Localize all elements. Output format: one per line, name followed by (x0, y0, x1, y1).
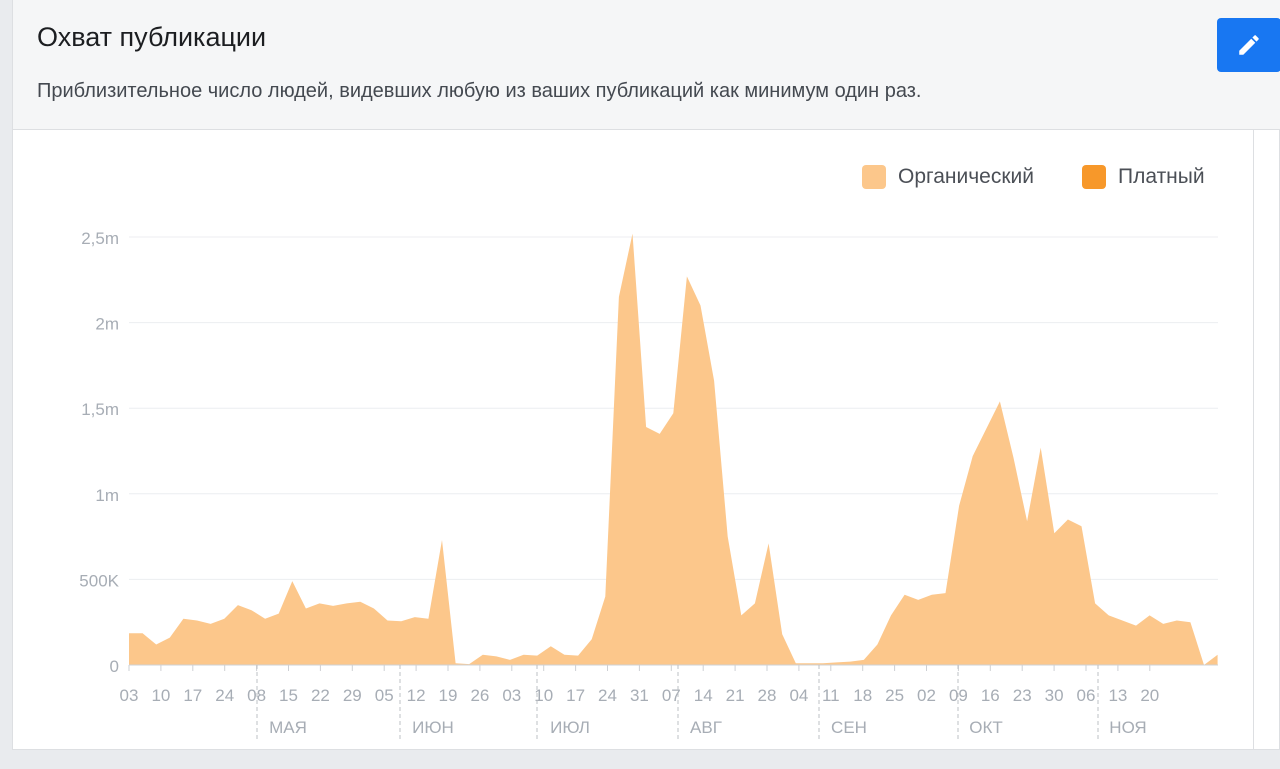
card-subtitle: Приблизительное число людей, видевших лю… (37, 80, 922, 102)
legend-paid-swatch (1082, 165, 1106, 189)
reach-card: Охват публикации Приблизительное число л… (12, 0, 1280, 750)
legend-organic[interactable]: Органический (862, 165, 1034, 189)
card-header: Охват публикации Приблизительное число л… (13, 0, 1280, 130)
pencil-icon (1239, 35, 1259, 55)
card-title: Охват публикации (37, 22, 267, 52)
legend-organic-label: Органический (898, 165, 1034, 188)
legend-paid-label: Платный (1118, 165, 1205, 188)
legend-paid[interactable]: Платный (1082, 165, 1205, 189)
panel-divider (1253, 130, 1254, 750)
edit-button[interactable] (1217, 18, 1280, 72)
legend-organic-swatch (862, 165, 886, 189)
